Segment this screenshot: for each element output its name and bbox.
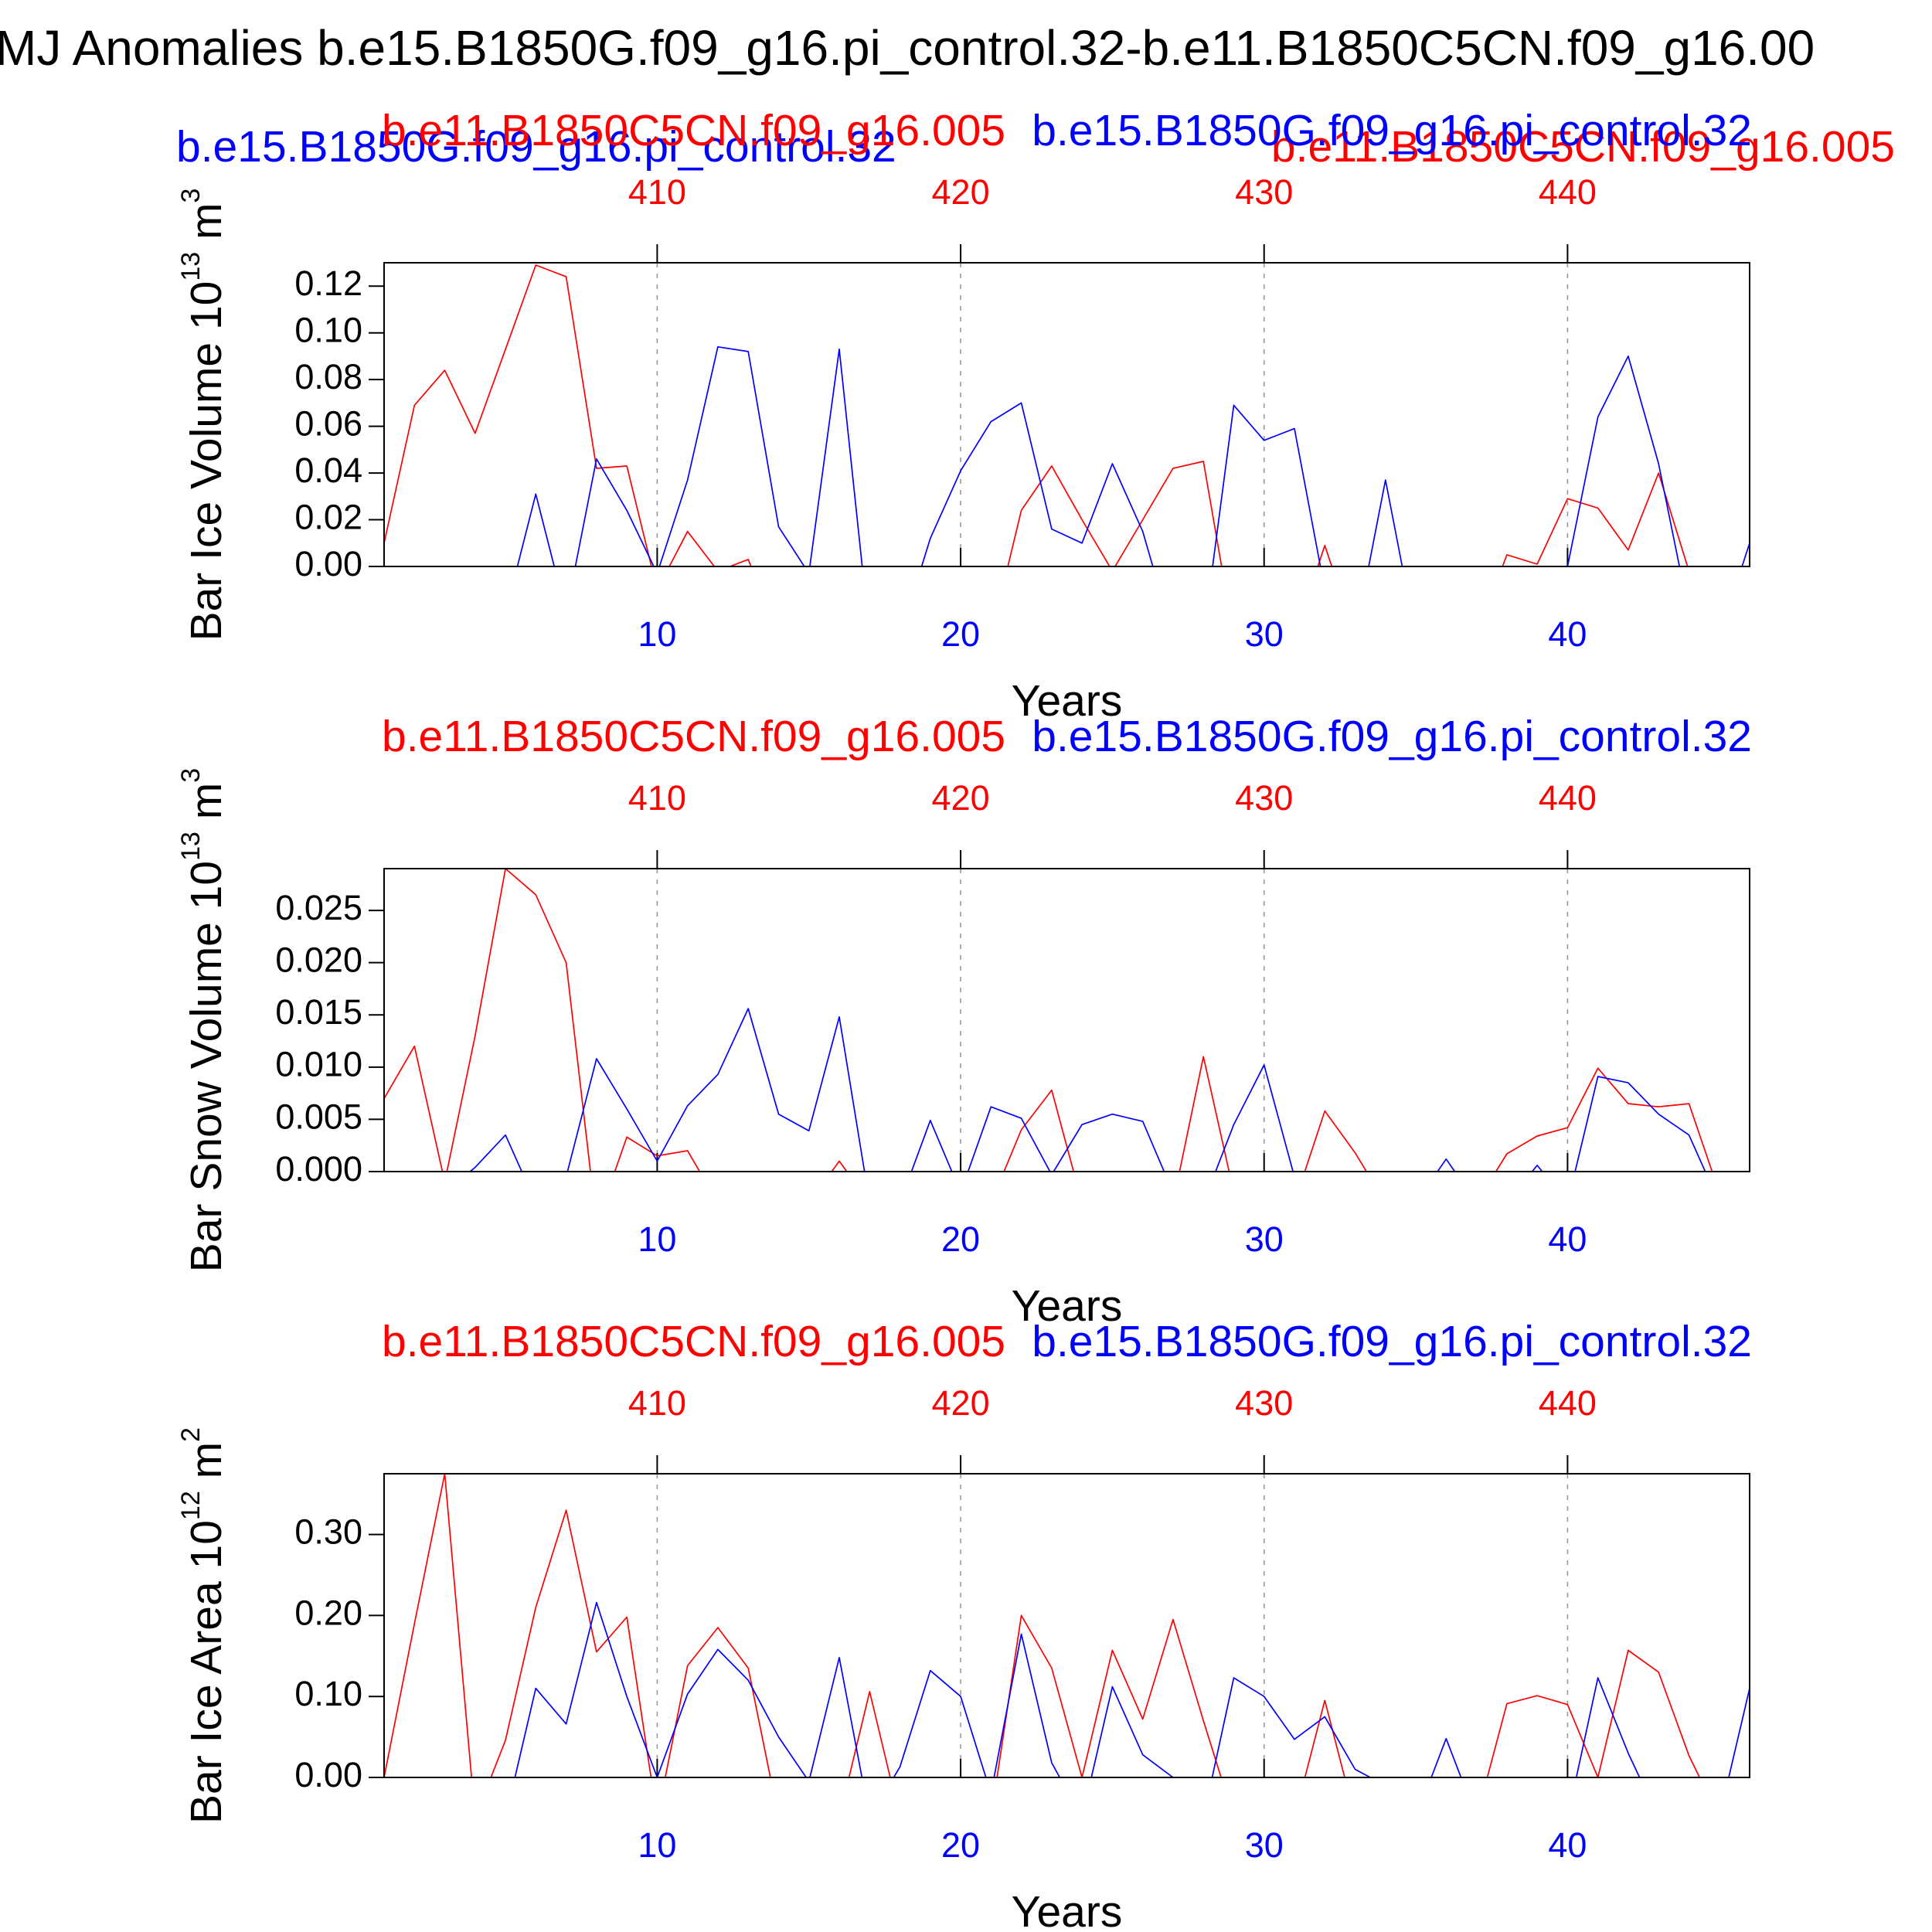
x-axis-label: Years	[1012, 1887, 1123, 1932]
x2-tick-label: 420	[932, 172, 990, 212]
series-line	[514, 1601, 1750, 1777]
y-label-exponent: 13	[176, 252, 206, 281]
y-label-unit: m	[182, 202, 231, 251]
y-label-unit-exponent: 3	[176, 768, 206, 783]
x2-tick-label: 430	[1235, 778, 1293, 818]
y-tick-label: 0.10	[294, 311, 362, 350]
x2-tick-label: 440	[1539, 1383, 1597, 1423]
x-tick-label: 30	[1245, 614, 1284, 654]
y-tick-label: 0.02	[294, 497, 362, 536]
x2-tick-label: 440	[1539, 172, 1597, 212]
x-tick-label: 40	[1548, 614, 1587, 654]
y-label-text: Bar Snow Volume 10	[182, 861, 231, 1272]
x2-tick-label: 420	[932, 1383, 990, 1423]
legend-entry: b.e15.B1850G.f09_g16.pi_control.32	[1032, 712, 1752, 761]
y-axis-label: Bar Ice Volume 1013 m3	[176, 189, 231, 641]
y-axis-label: Bar Ice Area 1012 m2	[176, 1427, 231, 1824]
x-tick-label: 10	[638, 1219, 676, 1259]
y-label-exponent: 13	[176, 832, 206, 861]
x2-tick-label: 410	[628, 778, 686, 818]
plot-lines	[384, 1474, 1750, 1777]
y-tick-label: 0.06	[294, 404, 362, 444]
y-tick-label: 0.025	[275, 888, 362, 927]
x-axis-label: Years	[1012, 676, 1123, 726]
y-label-unit: m	[182, 783, 231, 832]
x-tick-label: 40	[1548, 1219, 1587, 1259]
x2-tick-label: 420	[932, 778, 990, 818]
series-line	[384, 869, 1713, 1172]
y-tick-label: 0.10	[294, 1674, 362, 1713]
series-line	[468, 1008, 1706, 1172]
x2-tick-label: 430	[1235, 172, 1293, 212]
x-axis-label: Years	[1012, 1281, 1123, 1331]
x-tick-label: 20	[941, 1825, 980, 1865]
x-tick-label: 30	[1245, 1825, 1284, 1865]
legend-entry: b.e11.B1850C5CN.f09_g16.005	[382, 106, 1005, 155]
y-tick-label: 0.20	[294, 1593, 362, 1632]
x-tick-label: 30	[1245, 1219, 1284, 1259]
y-tick-label: 0.015	[275, 992, 362, 1032]
subtitle-right: b.e11.B1850C5CN.f09_g16.005	[1271, 122, 1895, 172]
series-line	[516, 345, 1750, 566]
plot-lines	[384, 264, 1750, 566]
y-tick-label: 0.30	[294, 1512, 362, 1551]
y-tick-label: 0.00	[294, 544, 362, 583]
chart-title: MJ Anomalies b.e15.B1850G.f09_g16.pi_con…	[0, 20, 1815, 76]
plot-frame	[383, 868, 1750, 1172]
x2-tick-label: 410	[628, 172, 686, 212]
y-tick-label: 0.04	[294, 451, 362, 490]
y-tick-label: 0.000	[275, 1149, 362, 1189]
x2-tick-label: 440	[1539, 778, 1597, 818]
plot-frame	[383, 1473, 1750, 1778]
legend-entry: b.e15.B1850G.f09_g16.pi_control.32	[1032, 1317, 1752, 1366]
legend-entry: b.e11.B1850C5CN.f09_g16.005	[382, 712, 1005, 761]
y-label-unit-exponent: 3	[176, 189, 206, 203]
x2-tick-label: 410	[628, 1383, 686, 1423]
y-axis-label: Bar Snow Volume 1013 m3	[176, 768, 231, 1272]
y-tick-label: 0.12	[294, 264, 362, 303]
y-tick-label: 0.020	[275, 940, 362, 980]
y-tick-label: 0.005	[275, 1097, 362, 1136]
y-tick-label: 0.00	[294, 1755, 362, 1794]
x-tick-label: 10	[638, 614, 676, 654]
plot-frame	[383, 262, 1750, 567]
plot-lines	[384, 869, 1713, 1172]
y-label-unit: m	[182, 1442, 231, 1491]
x-tick-label: 20	[941, 614, 980, 654]
y-label-text: Bar Ice Volume 10	[182, 281, 231, 641]
y-label-text: Bar Ice Area 10	[182, 1520, 231, 1824]
legend-entry: b.e15.B1850G.f09_g16.pi_control.32	[1032, 106, 1752, 155]
subtitle-left: b.e15.B1850G.f09_g16.pi_control.32	[176, 122, 896, 172]
y-tick-label: 0.010	[275, 1045, 362, 1084]
series-line	[384, 1474, 1701, 1777]
x-tick-label: 20	[941, 1219, 980, 1259]
y-label-unit-exponent: 2	[176, 1427, 206, 1442]
legend-entry: b.e11.B1850C5CN.f09_g16.005	[382, 1317, 1005, 1366]
series-line	[384, 264, 1689, 566]
y-label-exponent: 12	[176, 1491, 206, 1520]
x-tick-label: 10	[638, 1825, 676, 1865]
y-tick-label: 0.08	[294, 357, 362, 396]
x2-tick-label: 430	[1235, 1383, 1293, 1423]
x-tick-label: 40	[1548, 1825, 1587, 1865]
